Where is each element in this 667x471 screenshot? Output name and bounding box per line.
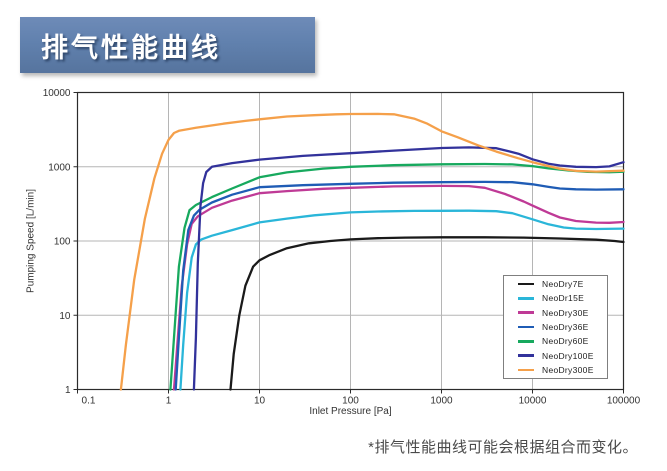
legend-swatch bbox=[518, 282, 534, 286]
legend-item: NeoDry100E bbox=[504, 348, 607, 362]
legend-label: NeoDry30E bbox=[542, 307, 589, 318]
x-tick-label: 10000 bbox=[519, 396, 547, 407]
legend-label: NeoDry60E bbox=[542, 336, 589, 347]
legend-item: NeoDry36E bbox=[504, 320, 607, 334]
legend-label: NeoDr15E bbox=[542, 293, 585, 304]
legend-swatch bbox=[518, 368, 534, 372]
legend-swatch bbox=[518, 297, 534, 300]
legend-item: NeoDr15E bbox=[504, 291, 607, 305]
legend-label: NeoDry100E bbox=[542, 350, 594, 361]
y-tick-label: 100 bbox=[54, 237, 71, 248]
series-curve-NeoDry7E bbox=[229, 236, 625, 391]
x-tick-label: 0.1 bbox=[82, 396, 96, 407]
title-banner: 排气性能曲线 bbox=[20, 17, 315, 73]
legend-swatch bbox=[518, 354, 534, 357]
legend-label: NeoDry7E bbox=[542, 279, 584, 290]
page-title: 排气性能曲线 bbox=[41, 32, 221, 63]
legend-label: NeoDry300E bbox=[542, 364, 594, 375]
series-curve-NeoDry100E bbox=[192, 146, 625, 391]
series-curve-NeoDry300E bbox=[119, 112, 625, 391]
series-curve-NeoDr15E bbox=[179, 209, 625, 391]
x-tick-label: 10 bbox=[254, 396, 266, 407]
legend-item: NeoDry7E bbox=[504, 277, 607, 291]
x-tick-label: 100000 bbox=[607, 396, 641, 407]
legend-item: NeoDry30E bbox=[504, 306, 607, 320]
x-axis-label: Inlet Pressure [Pa] bbox=[309, 406, 392, 417]
legend-item: NeoDry60E bbox=[504, 334, 607, 348]
y-tick-label: 1000 bbox=[48, 162, 71, 173]
y-tick-label: 1 bbox=[65, 385, 71, 396]
y-tick-label: 10000 bbox=[43, 88, 71, 99]
legend-swatch bbox=[518, 339, 534, 343]
legend-swatch bbox=[518, 325, 534, 329]
legend-swatch bbox=[518, 311, 534, 314]
series-curve-NeoDry36E bbox=[174, 180, 625, 391]
x-tick-label: 100 bbox=[342, 396, 359, 407]
x-tick-label: 1000 bbox=[430, 396, 453, 407]
legend-label: NeoDry36E bbox=[542, 321, 589, 332]
chart-legend: NeoDry7E NeoDr15E NeoDry30E NeoDry36E NeoDry… bbox=[503, 275, 608, 379]
y-tick-label: 10 bbox=[59, 311, 71, 322]
legend-item: NeoDry300E bbox=[504, 363, 607, 377]
x-tick-label: 1 bbox=[166, 396, 172, 407]
y-axis-label: Pumping Speed [L/min] bbox=[25, 189, 37, 293]
footer-note: *排气性能曲线可能会根据组合而变化。 bbox=[368, 439, 638, 456]
